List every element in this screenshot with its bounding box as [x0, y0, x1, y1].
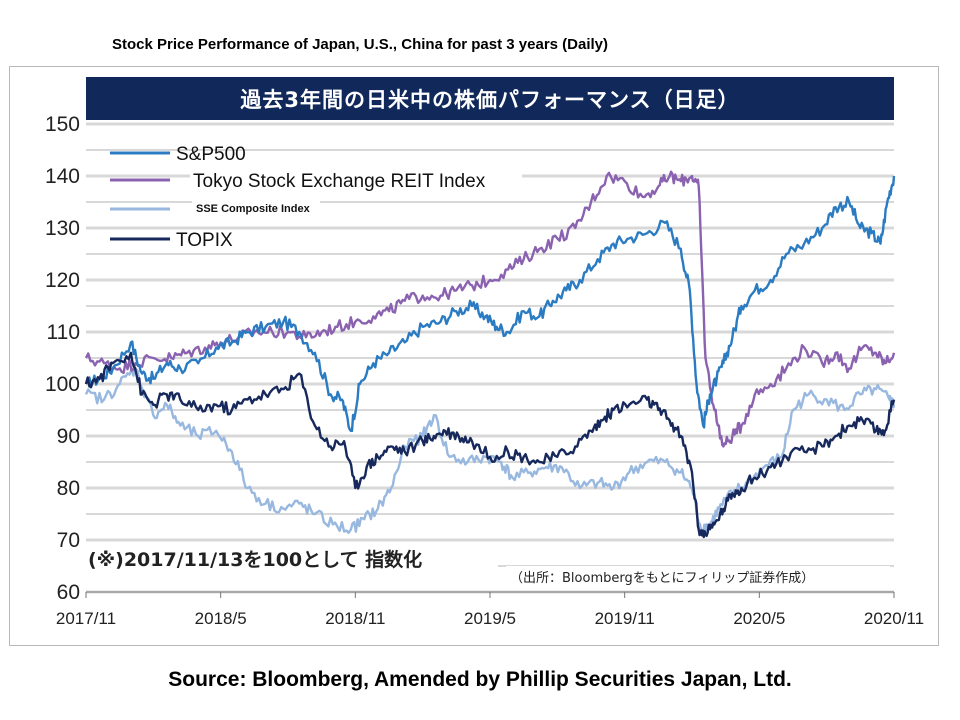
chart-series	[84, 170, 896, 539]
legend-label-reit-bg	[190, 166, 522, 194]
chart-title-banner: 過去3年間の日米中の株価パフォーマンス（日足）	[86, 77, 894, 120]
legend-label-sse-bg	[192, 199, 320, 216]
y-tick-label: 90	[57, 425, 80, 448]
x-tick-label: 2018/5	[195, 609, 247, 628]
x-tick-label: 2017/11	[56, 609, 116, 628]
page-title: Stock Price Performance of Japan, U.S., …	[112, 36, 609, 53]
x-tick-label: 2020/5	[733, 609, 785, 628]
chart-legend: S&P500 Tokyo Stock Exchange REIT Index S…	[110, 144, 522, 251]
y-tick-label: 80	[57, 477, 80, 500]
y-tick-label: 130	[45, 217, 80, 240]
x-axis: 2017/11 2018/5 2018/11 2019/5 2019/11 2020/5 2…	[56, 609, 924, 628]
chart-note-bg	[82, 544, 498, 572]
legend-label-sse: SSE Composite Index	[196, 203, 311, 215]
series-line	[84, 367, 896, 536]
series-line	[84, 351, 896, 539]
y-tick-label: 60	[57, 581, 80, 604]
chart-grid	[85, 122, 895, 598]
legend-label-topix: TOPIX	[176, 230, 233, 251]
x-tick-label: 2019/5	[464, 609, 516, 628]
chart-credit-bg	[506, 566, 890, 588]
chart-note: (※)2017/11/13を100として 指数化	[88, 548, 422, 571]
y-tick-label: 100	[45, 373, 80, 396]
x-tick-label: 2018/11	[325, 609, 385, 628]
y-axis: 150 140 130 120 110 100 90 80 70 60	[45, 113, 80, 604]
y-tick-label: 120	[45, 269, 80, 292]
legend-label-reit: Tokyo Stock Exchange REIT Index	[193, 171, 486, 192]
y-tick-label: 110	[47, 321, 80, 344]
chart-frame	[9, 66, 939, 646]
series-line	[84, 175, 896, 433]
y-tick-label: 150	[45, 113, 80, 136]
y-tick-label: 140	[45, 165, 80, 188]
chart-credit: （出所：Bloombergをもとにフィリップ証券作成）	[510, 570, 814, 586]
x-tick-label: 2020/11	[864, 609, 924, 628]
legend-label-sp500: S&P500	[176, 144, 246, 165]
y-tick-label: 70	[57, 529, 80, 552]
source-caption: Source: Bloomberg, Amended by Phillip Se…	[168, 668, 792, 691]
x-tick-label: 2019/11	[595, 609, 655, 628]
